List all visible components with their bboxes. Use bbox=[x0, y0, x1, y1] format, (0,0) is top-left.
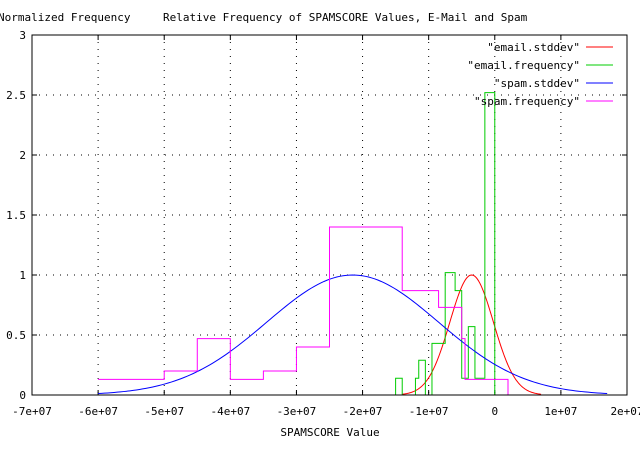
x-tick-label: -1e+07 bbox=[409, 405, 449, 418]
y-tick-label: 0.5 bbox=[6, 329, 26, 342]
series-line-1 bbox=[402, 274, 542, 395]
y-tick-label: 0 bbox=[19, 389, 26, 402]
x-axis-label: SPAMSCORE Value bbox=[280, 426, 379, 439]
legend-label: "spam.frequency" bbox=[474, 95, 580, 108]
legend-label: "email.stddev" bbox=[487, 41, 580, 54]
y-tick-label: 1 bbox=[19, 269, 26, 282]
x-tick-label: -2e+07 bbox=[343, 405, 383, 418]
x-tick-label: 1e+07 bbox=[544, 405, 577, 418]
y-tick-label: 2 bbox=[19, 149, 26, 162]
y-axis-label: Normalized Frequency bbox=[0, 11, 131, 24]
x-tick-label: -6e+07 bbox=[78, 405, 118, 418]
x-tick-label: -7e+07 bbox=[12, 405, 52, 418]
x-tick-label: -5e+07 bbox=[144, 405, 184, 418]
chart-title: Relative Frequency of SPAMSCORE Values, … bbox=[163, 11, 528, 24]
y-tick-label: 2.5 bbox=[6, 89, 26, 102]
legend-label: "email.frequency" bbox=[467, 59, 580, 72]
x-ticks: -7e+07 -6e+07 -5e+07 -4e+07 -3e+07 -2e+07 -1e+… bbox=[12, 35, 640, 418]
y-tick-label: 1.5 bbox=[6, 209, 26, 222]
series-line-3 bbox=[98, 274, 608, 394]
series bbox=[98, 92, 608, 396]
legend: "email.stddev" "email.frequency" "spam.std… bbox=[467, 41, 613, 108]
x-tick-label: 0 bbox=[491, 405, 498, 418]
plot-frame bbox=[31, 34, 628, 396]
y-tick-label: 3 bbox=[19, 29, 26, 42]
x-tick-label: -4e+07 bbox=[210, 405, 250, 418]
series-line-2 bbox=[395, 92, 496, 396]
series-line-4 bbox=[98, 226, 509, 395]
x-tick-label: 2e+07 bbox=[610, 405, 640, 418]
x-tick-label: -3e+07 bbox=[277, 405, 317, 418]
legend-label: "spam.stddev" bbox=[494, 77, 580, 90]
